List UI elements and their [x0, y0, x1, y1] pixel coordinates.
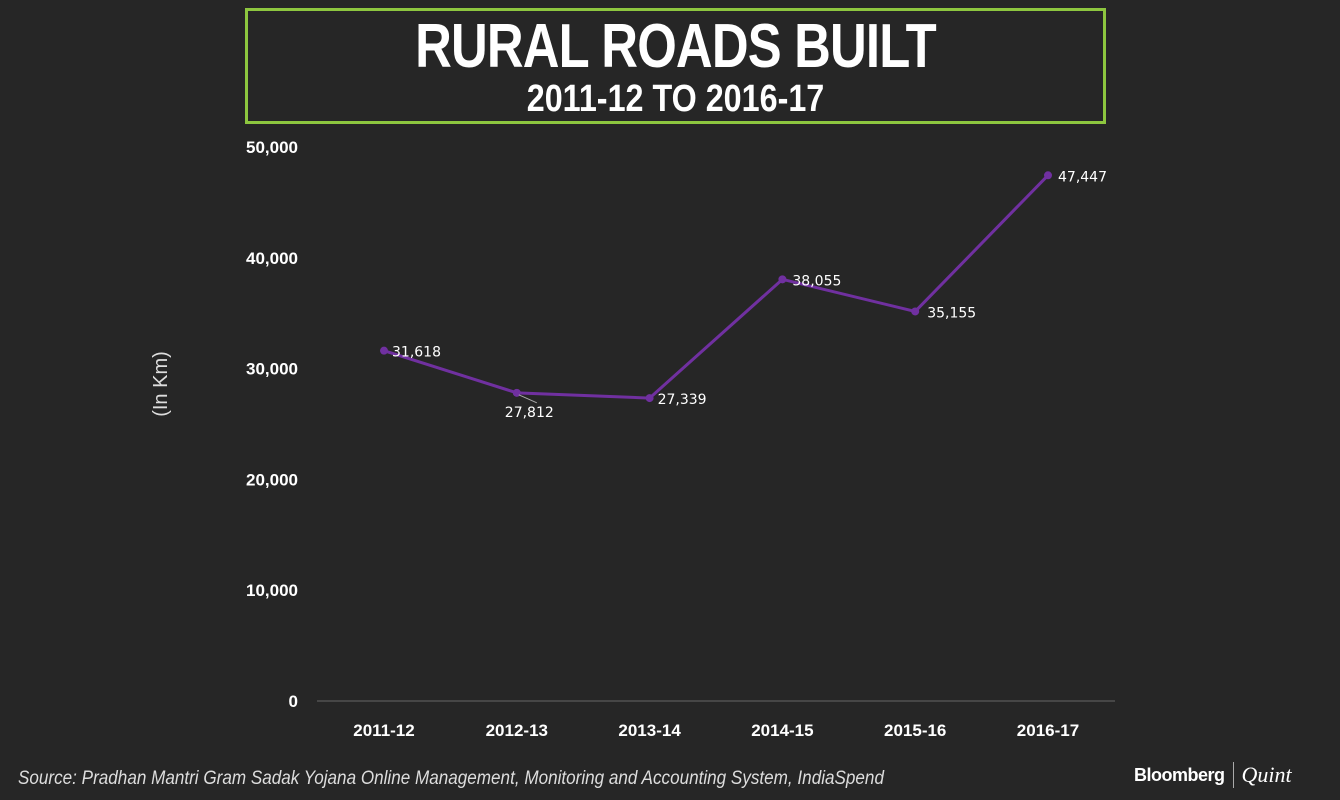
data-point	[1044, 171, 1052, 180]
data-label: 31,618	[392, 345, 441, 361]
data-label: 27,812	[505, 405, 554, 421]
data-point	[380, 346, 388, 355]
y-tick-label: 40,000	[246, 249, 298, 268]
x-tick-label: 2012-13	[486, 721, 548, 740]
y-axis-label: (In Km)	[150, 351, 172, 417]
data-label: 47,447	[1058, 169, 1107, 185]
leader-line	[518, 394, 538, 404]
y-tick-label: 50,000	[246, 138, 298, 157]
chart-title: RURAL ROADS BUILT	[415, 12, 937, 81]
data-label: 38,055	[792, 273, 841, 289]
logo-divider	[1232, 762, 1234, 788]
x-tick-label: 2013-14	[618, 721, 681, 740]
x-tick-label: 2014-15	[751, 721, 813, 740]
data-label: 27,339	[658, 392, 707, 408]
y-tick-label: 0	[289, 692, 298, 711]
chart-subtitle: 2011-12 TO 2016-17	[526, 78, 825, 120]
series-line	[383, 174, 1050, 400]
x-tick-label: 2015-16	[884, 721, 946, 740]
logo-bloomberg: Bloomberg	[1134, 764, 1225, 785]
y-tick-label: 20,000	[246, 470, 298, 489]
y-tick-label: 30,000	[246, 360, 298, 379]
title-box: RURAL ROADS BUILT 2011-12 TO 2016-17	[245, 8, 1106, 124]
brand-logo: Bloomberg Quint	[1134, 762, 1292, 788]
x-tick-label: 2011-12	[353, 721, 414, 740]
y-tick-label: 10,000	[246, 581, 298, 600]
data-label: 35,155	[927, 305, 976, 321]
data-point	[778, 275, 787, 284]
data-point	[911, 307, 920, 316]
data-point	[645, 394, 654, 403]
source-note: Source: Pradhan Mantri Gram Sadak Yojana…	[18, 768, 884, 789]
logo-quint: Quint	[1241, 762, 1292, 787]
x-tick-label: 2016-17	[1017, 721, 1079, 740]
